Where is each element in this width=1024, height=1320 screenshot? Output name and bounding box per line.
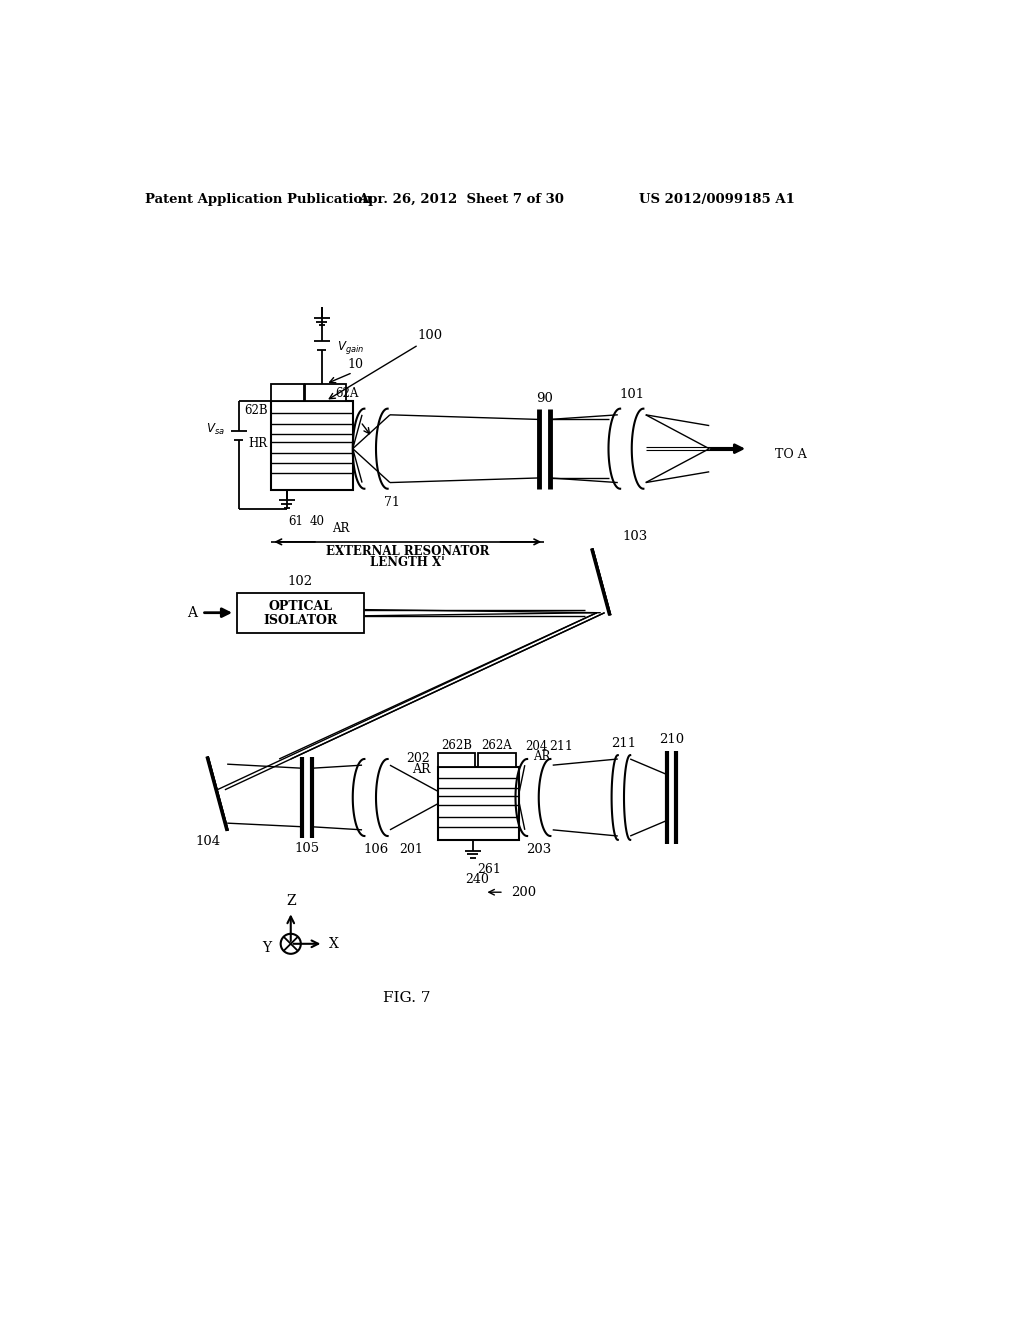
Bar [305,384,346,401]
Text: LENGTH X': LENGTH X' [371,556,445,569]
Bar [271,401,352,490]
Bar [438,752,475,767]
Text: 261: 261 [477,862,501,875]
Text: 105: 105 [295,842,319,855]
Text: 71: 71 [384,496,399,510]
Bar [438,767,519,840]
Text: 210: 210 [658,733,684,746]
Text: AR: AR [332,521,349,535]
Text: ISOLATOR: ISOLATOR [263,614,337,627]
Bar [478,752,515,767]
Text: 62A: 62A [335,387,358,400]
Text: A: A [187,606,198,619]
Text: 204: 204 [525,741,548,754]
Bar [237,593,365,632]
Text: 203: 203 [526,843,551,857]
Text: 101: 101 [620,388,644,401]
Text: 103: 103 [623,531,648,544]
Text: EXTERNAL RESONATOR: EXTERNAL RESONATOR [326,545,489,558]
Text: Patent Application Publication: Patent Application Publication [144,194,372,206]
Text: US 2012/0099185 A1: US 2012/0099185 A1 [639,194,795,206]
Text: AR: AR [412,763,430,776]
Text: 61: 61 [289,515,303,528]
Text: FIG. 7: FIG. 7 [383,991,431,1005]
Text: TO A: TO A [775,449,807,462]
Text: HR: HR [249,437,267,450]
Text: 102: 102 [288,576,312,589]
Text: 201: 201 [399,843,423,857]
Text: OPTICAL: OPTICAL [268,601,332,612]
Text: Apr. 26, 2012  Sheet 7 of 30: Apr. 26, 2012 Sheet 7 of 30 [358,194,564,206]
Text: 62B: 62B [244,404,267,417]
Text: X: X [329,937,339,950]
Text: 202: 202 [407,752,430,766]
Text: $V_{gain}$: $V_{gain}$ [337,338,365,355]
Text: 240: 240 [465,874,489,887]
Text: 40: 40 [310,515,326,528]
Text: 104: 104 [196,836,220,849]
Text: 90: 90 [536,392,553,405]
Text: 100: 100 [418,329,442,342]
Text: 200: 200 [512,886,537,899]
Text: AR: AR [534,750,551,763]
Text: 211: 211 [611,737,637,750]
Text: 262B: 262B [441,739,472,751]
Text: 211: 211 [549,741,572,754]
Text: 106: 106 [364,843,389,857]
Text: $V_{sa}$: $V_{sa}$ [206,422,225,437]
Text: Z: Z [286,895,296,908]
Text: 10: 10 [347,358,364,371]
Bar [271,384,304,401]
Text: 262A: 262A [481,739,512,751]
Text: Y: Y [262,941,271,954]
